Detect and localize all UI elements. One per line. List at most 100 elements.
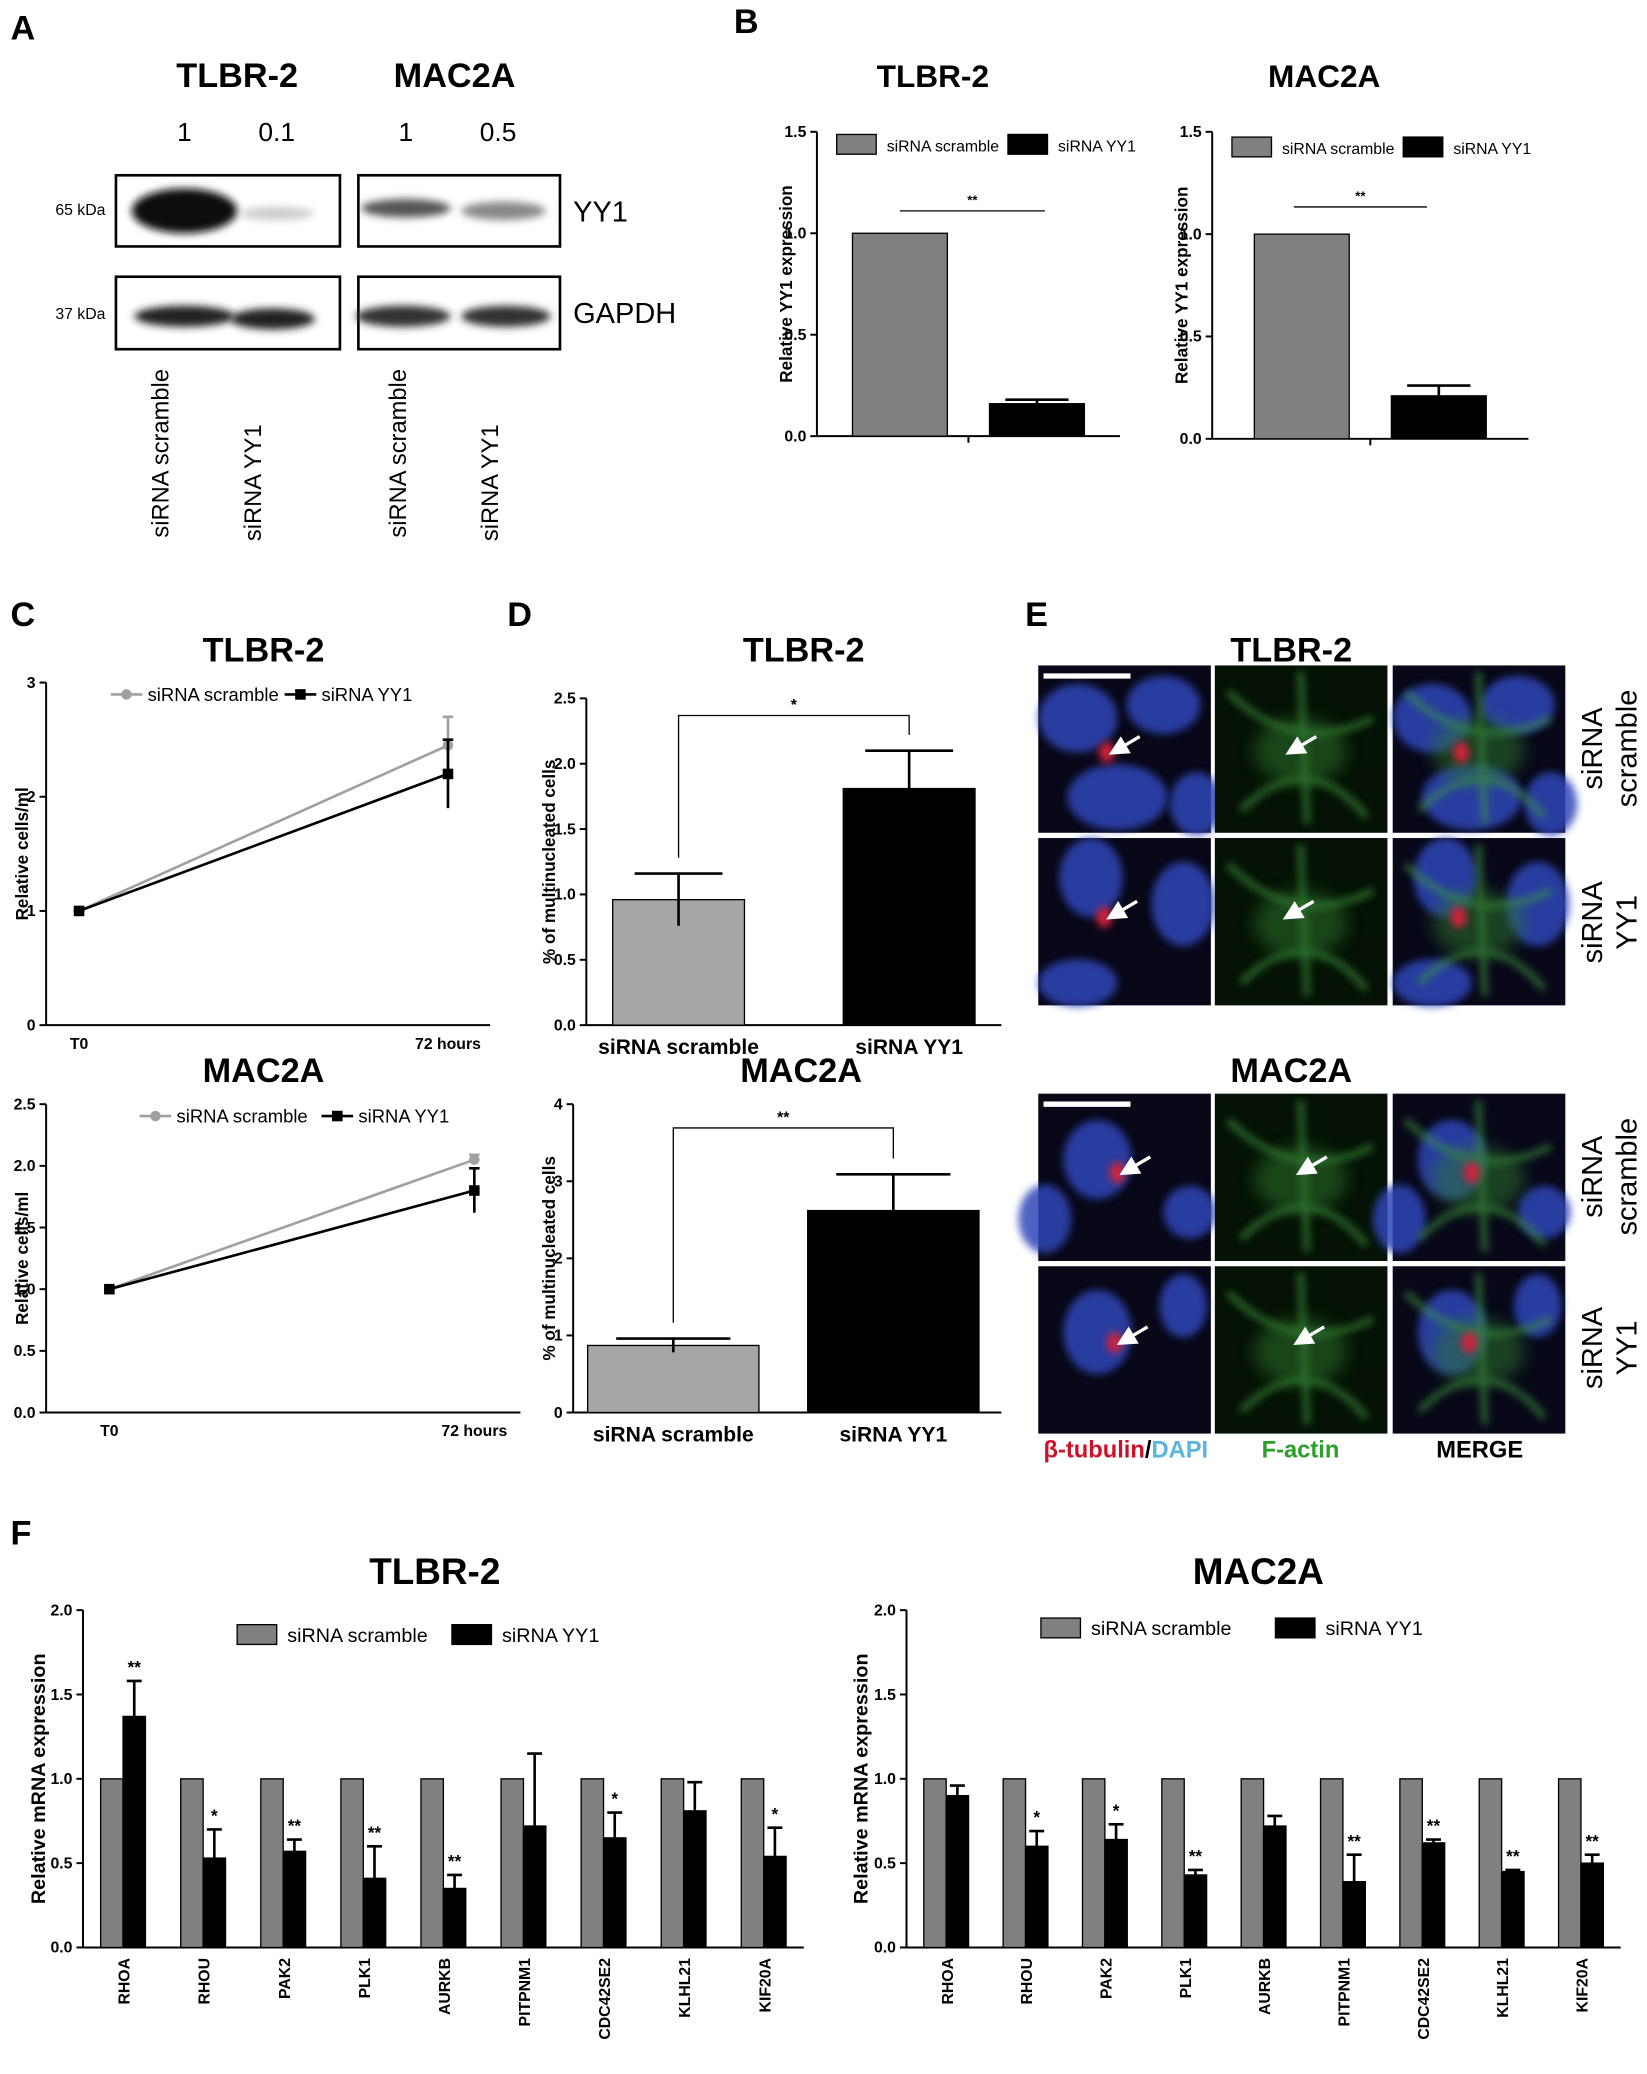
tubulin — [1109, 1162, 1126, 1184]
x-tick-label: siRNA scramble — [598, 1036, 759, 1059]
channel-separator: / — [1145, 1437, 1152, 1463]
y-axis-label: Relative YY1 expression — [1172, 187, 1191, 385]
arrow — [1293, 1325, 1326, 1346]
arrow — [1108, 735, 1141, 755]
legend-label: siRNA scramble — [1091, 1618, 1231, 1640]
y-axis-label: % of multinucleated cells — [540, 1156, 559, 1360]
blot-lane: siRNA YY1 — [478, 424, 504, 541]
chart-title: TLBR-2 — [203, 631, 325, 669]
micro-cell-line: TLBR-2 — [1230, 631, 1352, 669]
micro-row-label: scramble — [1611, 1118, 1643, 1236]
y-tick-label: 3 — [27, 675, 36, 692]
actin-glow — [1254, 718, 1347, 785]
y-tick-label: 1 — [27, 903, 36, 920]
legend-marker — [332, 1110, 343, 1122]
error-bar — [206, 1828, 222, 1887]
significance: ** — [1427, 1817, 1441, 1836]
nucleus — [1126, 675, 1201, 734]
y-tick-label: 2 — [554, 1251, 563, 1268]
nucleus — [1151, 861, 1215, 947]
x-tick-label: CDC42SE2 — [1416, 1958, 1433, 2040]
point — [469, 1154, 480, 1165]
y-tick-label: 2.0 — [50, 1602, 72, 1619]
significance-bracket — [677, 714, 910, 858]
x-tick-label: RHOA — [940, 1958, 957, 2005]
x-tick-label: RHOU — [1019, 1958, 1036, 2005]
panel-label: C — [11, 596, 36, 634]
blot-band — [361, 199, 451, 218]
blot-ratio: 0.5 — [480, 117, 517, 147]
y-tick-label: 1.0 — [784, 226, 806, 243]
legend-swatch — [1007, 133, 1049, 155]
legend-swatch — [1040, 1617, 1082, 1639]
nucleus — [1018, 1184, 1072, 1254]
error-bar — [367, 1844, 382, 1911]
micro-cell-line: MAC2A — [1230, 1052, 1352, 1090]
significance: ** — [128, 1658, 142, 1677]
y-axis-label: % of multinucleated cells — [540, 760, 559, 964]
x-tick-label: PLK1 — [1178, 1958, 1195, 1999]
legend-label: siRNA scramble — [1282, 141, 1395, 158]
significance: ** — [1347, 1832, 1361, 1851]
significance: * — [211, 1806, 218, 1825]
bar — [500, 1778, 525, 1949]
legend-swatch — [836, 133, 877, 155]
error-bar — [607, 1811, 623, 1864]
nucleus — [1059, 838, 1123, 918]
bar — [1183, 1874, 1208, 1949]
panel-label: D — [507, 596, 532, 634]
tubulin — [1098, 741, 1115, 763]
tubulin — [1096, 906, 1113, 928]
bar — [1399, 1778, 1423, 1949]
tubulin — [1106, 1332, 1123, 1354]
nucleus — [1392, 959, 1472, 1007]
y-tick-label: 0.5 — [874, 1855, 896, 1872]
point — [469, 1185, 480, 1196]
legend-label: siRNA YY1 — [502, 1625, 599, 1647]
x-tick-label: siRNA YY1 — [839, 1424, 947, 1447]
blot-cell-line: MAC2A — [394, 57, 516, 95]
y-tick-label: 2.0 — [874, 1602, 896, 1619]
y-tick-label: 0 — [27, 1017, 36, 1034]
legend-label: siRNA scramble — [177, 1106, 308, 1127]
bar — [1161, 1778, 1185, 1949]
nucleus — [1517, 1185, 1571, 1239]
x-tick-label: KIF20A — [1575, 1958, 1592, 2012]
y-tick-label: 1.0 — [554, 887, 576, 904]
error-bar — [865, 749, 954, 827]
channel-actin: F-actin — [1262, 1437, 1340, 1463]
series-line — [108, 1158, 475, 1291]
error-bar — [1505, 1868, 1521, 1874]
significance: ** — [1189, 1847, 1203, 1866]
bar — [1253, 233, 1350, 440]
bar — [282, 1850, 307, 1949]
series-line — [78, 744, 449, 913]
microscopy: TLBR-2 MAC2A siRNA scramble siRNA YY1 si… — [1018, 631, 1643, 1463]
y-tick-label: 0.0 — [50, 1940, 72, 1957]
nucleus — [1063, 1120, 1132, 1200]
y-tick-label: 2.0 — [554, 756, 576, 773]
significance-bracket — [672, 1127, 894, 1323]
error-bar — [1187, 1868, 1203, 1881]
panel-label: B — [734, 3, 759, 41]
bar — [586, 1344, 760, 1414]
y-tick-label: 1.5 — [874, 1687, 896, 1704]
legend-swatch — [451, 1623, 493, 1646]
error-bar — [1108, 1823, 1124, 1855]
y-tick-label: 3 — [554, 1174, 563, 1191]
point — [104, 1283, 115, 1295]
legend-swatch — [1402, 136, 1444, 158]
y-axis-label: Relative mRNA expression — [28, 1653, 50, 1904]
series-line — [109, 1189, 475, 1291]
blot-ratio: 1 — [177, 117, 192, 147]
x-tick-label: KIF20A — [757, 1958, 774, 2012]
x-tick-label: AURKB — [437, 1958, 454, 2015]
blot-band — [355, 305, 451, 327]
y-tick-label: 0.5 — [14, 1343, 36, 1360]
y-tick-label: 1.5 — [554, 821, 576, 838]
x-tick-label: PITPNM1 — [517, 1958, 534, 2027]
tubulin — [1463, 1162, 1480, 1184]
y-tick-label: 1.5 — [784, 124, 806, 141]
error-bar — [949, 1784, 965, 1806]
error-bar — [1584, 1853, 1600, 1872]
